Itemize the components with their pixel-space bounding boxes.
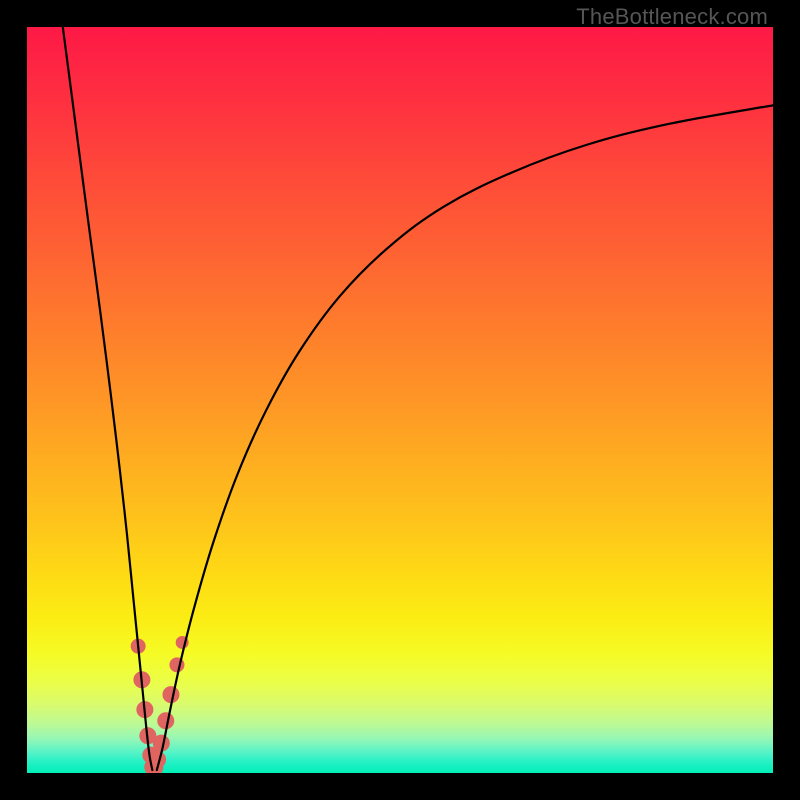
chart-frame: TheBottleneck.com (0, 0, 800, 800)
plot-area (27, 27, 773, 773)
marker-dot (158, 713, 174, 729)
plot-svg (27, 27, 773, 773)
marker-dot (163, 687, 179, 703)
watermark-text: TheBottleneck.com (576, 4, 768, 30)
